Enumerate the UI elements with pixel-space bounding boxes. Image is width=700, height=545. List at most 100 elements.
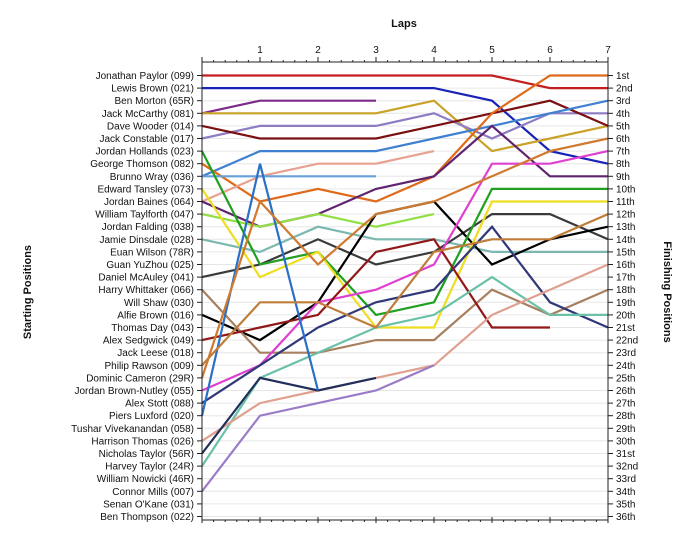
finishing-position-label: 20th bbox=[616, 310, 635, 321]
finishing-position-label: 8th bbox=[616, 159, 630, 170]
y-axis-title-left: Starting Positions bbox=[22, 245, 34, 339]
finishing-position-label: 16th bbox=[616, 260, 635, 271]
starting-driver-label: Harrison Thomas (026) bbox=[91, 436, 194, 447]
starting-driver-label: Jamie Dinsdale (028) bbox=[100, 235, 195, 246]
finishing-position-label: 25th bbox=[616, 373, 635, 384]
axes bbox=[197, 57, 613, 523]
starting-driver-label: Piers Luxford (020) bbox=[109, 411, 194, 422]
starting-driver-label: Dave Wooder (014) bbox=[107, 121, 194, 132]
series-line-7 bbox=[201, 99, 609, 178]
x-axis-title: Laps bbox=[391, 18, 417, 30]
starting-driver-label: Nicholas Taylor (56R) bbox=[99, 449, 194, 460]
series-line-22 bbox=[201, 275, 608, 467]
finishing-position-label: 15th bbox=[616, 247, 635, 258]
starting-driver-label: Philip Rawson (009) bbox=[105, 361, 195, 372]
starting-driver-label: Jordan Baines (064) bbox=[104, 197, 194, 208]
lap-tick-label: 2 bbox=[315, 45, 321, 56]
series-line-21 bbox=[201, 238, 550, 342]
finishing-position-label: 36th bbox=[616, 512, 635, 523]
finishing-position-label: 22nd bbox=[616, 336, 638, 347]
finishing-position-label: 11th bbox=[616, 197, 635, 208]
finishing-position-label: 32nd bbox=[616, 462, 638, 473]
lap-tick-label: 1 bbox=[257, 45, 263, 56]
starting-driver-label: Ben Thompson (022) bbox=[100, 512, 194, 523]
starting-driver-label: George Thomson (082) bbox=[90, 159, 194, 170]
starting-driver-label: Dominic Cameron (29R) bbox=[86, 373, 194, 384]
series-line-9 bbox=[201, 150, 435, 203]
starting-driver-label: Brunno Wray (036) bbox=[110, 172, 194, 183]
finishing-position-label: 4th bbox=[616, 109, 630, 120]
starting-driver-label: Jack McCarthy (081) bbox=[102, 109, 194, 120]
series-line-20 bbox=[201, 224, 609, 405]
series-line-4 bbox=[202, 99, 609, 153]
finishing-position-label: 6th bbox=[616, 134, 630, 145]
finishing-position-label: 19th bbox=[616, 298, 635, 309]
series-line-25 bbox=[201, 376, 377, 455]
finishing-position-label: 23rd bbox=[616, 348, 636, 359]
starting-driver-label: Daniel McAuley (041) bbox=[98, 273, 194, 284]
series-line-13 bbox=[201, 225, 608, 254]
finishing-position-label: 7th bbox=[616, 147, 630, 158]
starting-driver-label: Ben Morton (65R) bbox=[115, 96, 194, 107]
series-line-23 bbox=[201, 263, 609, 442]
starting-driver-label: Senan O'Kane (031) bbox=[103, 499, 194, 510]
finishing-position-label: 26th bbox=[616, 386, 635, 397]
finishing-position-label: 33rd bbox=[616, 474, 636, 485]
starting-driver-label: William Taylforth (047) bbox=[95, 210, 194, 221]
series-line-6 bbox=[201, 99, 609, 140]
starting-driver-label: Jordan Brown-Nutley (055) bbox=[75, 386, 195, 397]
lap-tick-label: 6 bbox=[547, 45, 553, 56]
series-line-16 bbox=[201, 150, 608, 317]
y-axis-title-right: Finishing Positions bbox=[661, 241, 673, 342]
series-line-2 bbox=[202, 86, 609, 165]
starting-driver-label: Jonathan Paylor (099) bbox=[96, 71, 194, 82]
series-line-5 bbox=[201, 112, 608, 140]
lap-tick-label: 4 bbox=[431, 45, 437, 56]
finishing-position-label: 21st bbox=[616, 323, 635, 334]
starting-driver-label: Jack Leese (018) bbox=[117, 348, 194, 359]
finishing-position-label: 18th bbox=[616, 285, 635, 296]
series-line-17 bbox=[201, 188, 608, 329]
starting-driver-label: Alex Sedgwick (049) bbox=[103, 336, 194, 347]
finishing-position-label: 12th bbox=[616, 210, 635, 221]
series-line-27 bbox=[200, 137, 609, 379]
finishing-position-label: 10th bbox=[616, 184, 635, 195]
finishing-position-label: 17th bbox=[616, 273, 635, 284]
starting-driver-label: Lewis Brown (021) bbox=[111, 84, 194, 95]
finishing-position-label: 34th bbox=[616, 487, 635, 498]
finishing-position-label: 14th bbox=[616, 235, 635, 246]
lap-tick-label: 3 bbox=[373, 45, 379, 56]
lap-tick-label: 5 bbox=[489, 45, 495, 56]
finishing-position-label: 31st bbox=[616, 449, 635, 460]
finishing-position-label: 28th bbox=[616, 411, 635, 422]
series-line-18 bbox=[201, 288, 609, 354]
series-line-19 bbox=[201, 150, 609, 392]
starting-driver-label: Jack Constable (017) bbox=[100, 134, 195, 145]
series-line-28 bbox=[201, 213, 609, 367]
starting-driver-label: Connor Mills (007) bbox=[112, 487, 194, 498]
starting-driver-label: Guan YuZhou (025) bbox=[106, 260, 194, 271]
lap-tick-label: 7 bbox=[605, 45, 611, 56]
series-line-24 bbox=[201, 364, 435, 492]
finishing-position-label: 35th bbox=[616, 499, 635, 510]
starting-driver-label: Harry Whittaker (066) bbox=[98, 285, 194, 296]
finishing-position-label: 1st bbox=[616, 71, 630, 82]
finishing-position-label: 29th bbox=[616, 424, 635, 435]
starting-driver-label: Jordan Falding (038) bbox=[102, 222, 194, 233]
starting-driver-label: Tushar Vivekanandan (058) bbox=[71, 424, 194, 435]
finishing-position-label: 2nd bbox=[616, 84, 633, 95]
series-line-14 bbox=[201, 213, 609, 279]
finishing-position-label: 3rd bbox=[616, 96, 630, 107]
starting-driver-label: Alex Stott (088) bbox=[125, 399, 194, 410]
series-line-12 bbox=[201, 212, 435, 228]
starting-driver-label: Harvey Taylor (24R) bbox=[105, 462, 194, 473]
labels: 1 2 3 4 5 6 7 Jonathan Paylor (099) Lewis Brown … bbox=[71, 45, 638, 523]
finishing-position-label: 30th bbox=[616, 436, 635, 447]
series-lines bbox=[200, 74, 609, 492]
finishing-position-label: 27th bbox=[616, 399, 635, 410]
series-line-15 bbox=[201, 200, 609, 342]
starting-driver-label: Will Shaw (030) bbox=[124, 298, 194, 309]
series-line-26 bbox=[200, 163, 320, 416]
starting-driver-label: Alfie Brown (016) bbox=[117, 310, 194, 321]
